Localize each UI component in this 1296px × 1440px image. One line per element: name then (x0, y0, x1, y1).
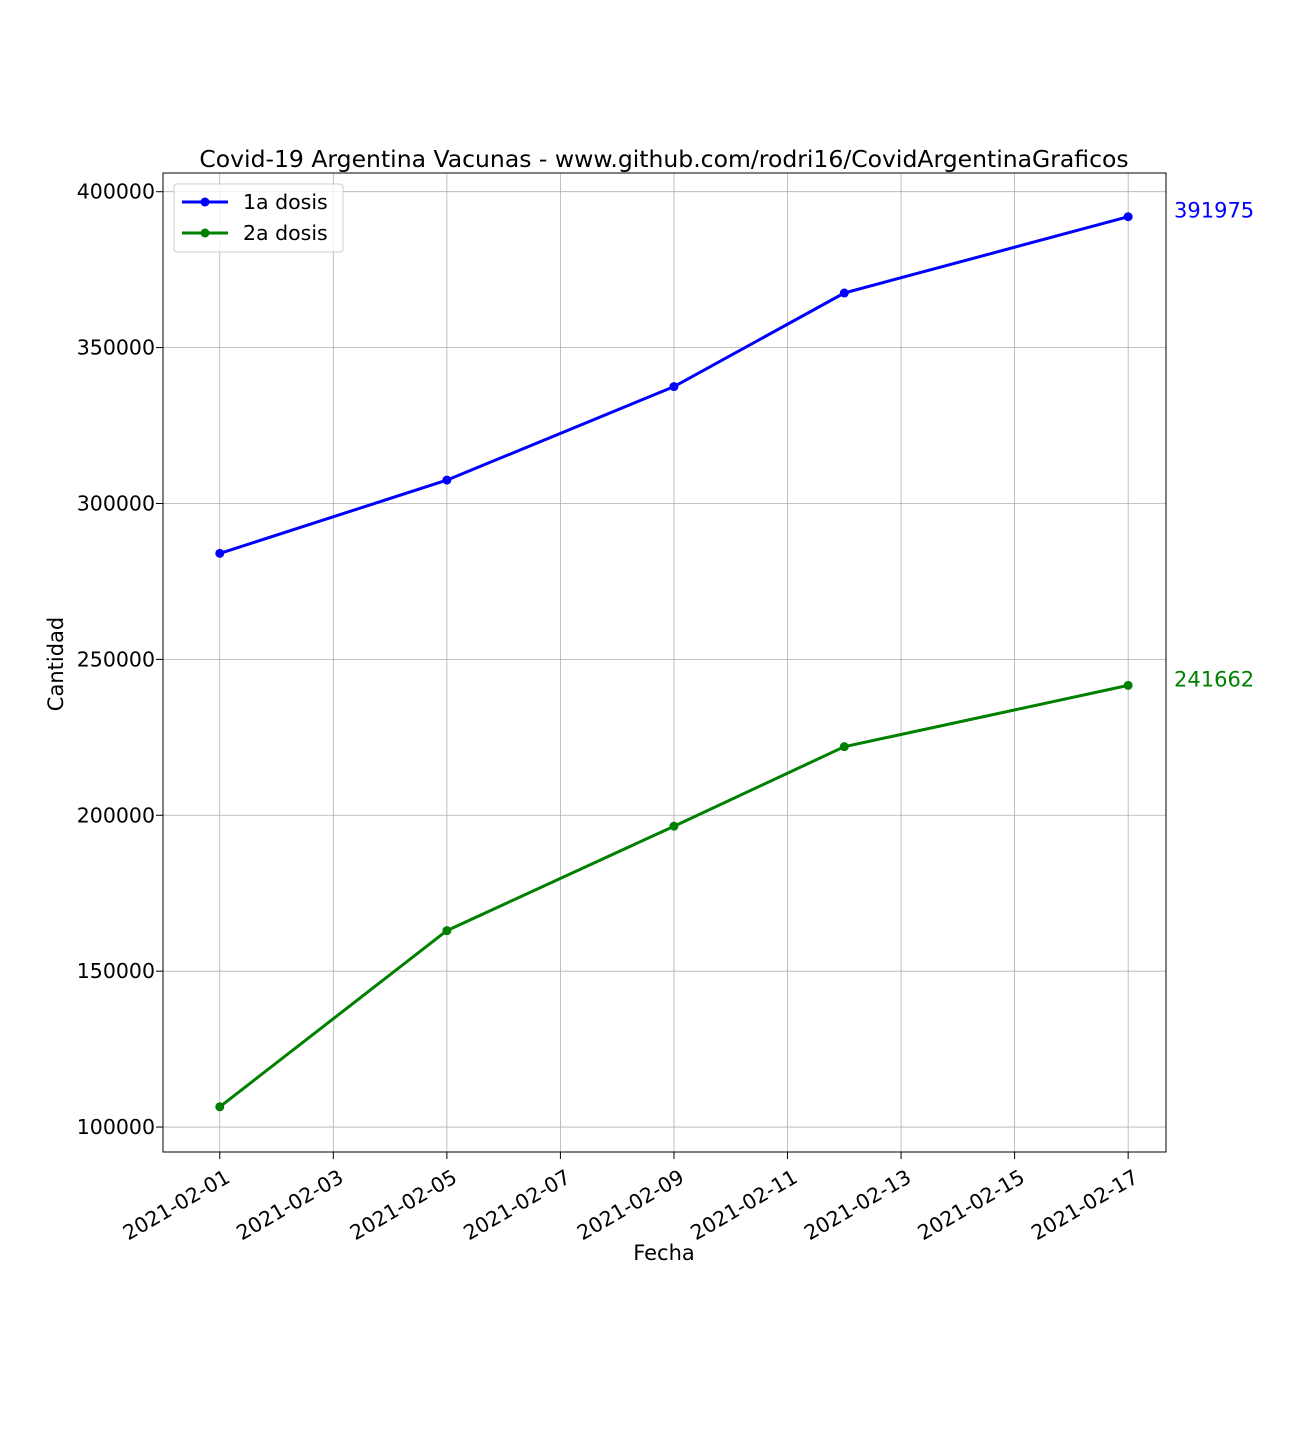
y-tick-label: 150000 (77, 959, 155, 983)
y-tick-label: 300000 (77, 491, 155, 515)
series-1-point (442, 475, 452, 485)
series-1-point (1123, 212, 1133, 222)
y-tick-label: 400000 (77, 180, 155, 204)
series-2-point (215, 1102, 225, 1112)
legend: 1a dosis 2a dosis (173, 183, 344, 253)
series-1-point (669, 382, 679, 392)
series-2-point (1123, 680, 1133, 690)
legend-label: 1a dosis (243, 190, 328, 214)
legend-swatch-marker (200, 228, 210, 238)
x-axis-label: Fecha (633, 1241, 695, 1265)
end-value-label: 241662 (1174, 667, 1254, 691)
y-axis-ticks: 100000 150000 200000 250000 300000 350000 4000… (77, 180, 163, 1139)
series-2-point (442, 926, 452, 936)
legend-label: 2a dosis (243, 221, 328, 245)
series-2-point (839, 742, 849, 752)
y-tick-label: 100000 (77, 1115, 155, 1139)
series-1-point (839, 288, 849, 298)
chart-title: Covid-19 Argentina Vacunas - www.github.… (199, 145, 1128, 173)
series-2-point (669, 821, 679, 831)
series-layer (215, 212, 1133, 1112)
series-1-point (215, 548, 225, 558)
y-axis-label: Cantidad (44, 617, 68, 711)
y-tick-label: 200000 (77, 803, 155, 827)
end-labels: 391975 241662 (1174, 199, 1254, 692)
end-value-label: 391975 (1174, 199, 1254, 223)
plot-frame (162, 172, 1167, 1153)
y-tick-label: 350000 (77, 336, 155, 360)
grid-lines (163, 173, 1166, 1152)
legend-swatch-marker (200, 197, 210, 207)
y-tick-label: 250000 (77, 647, 155, 671)
